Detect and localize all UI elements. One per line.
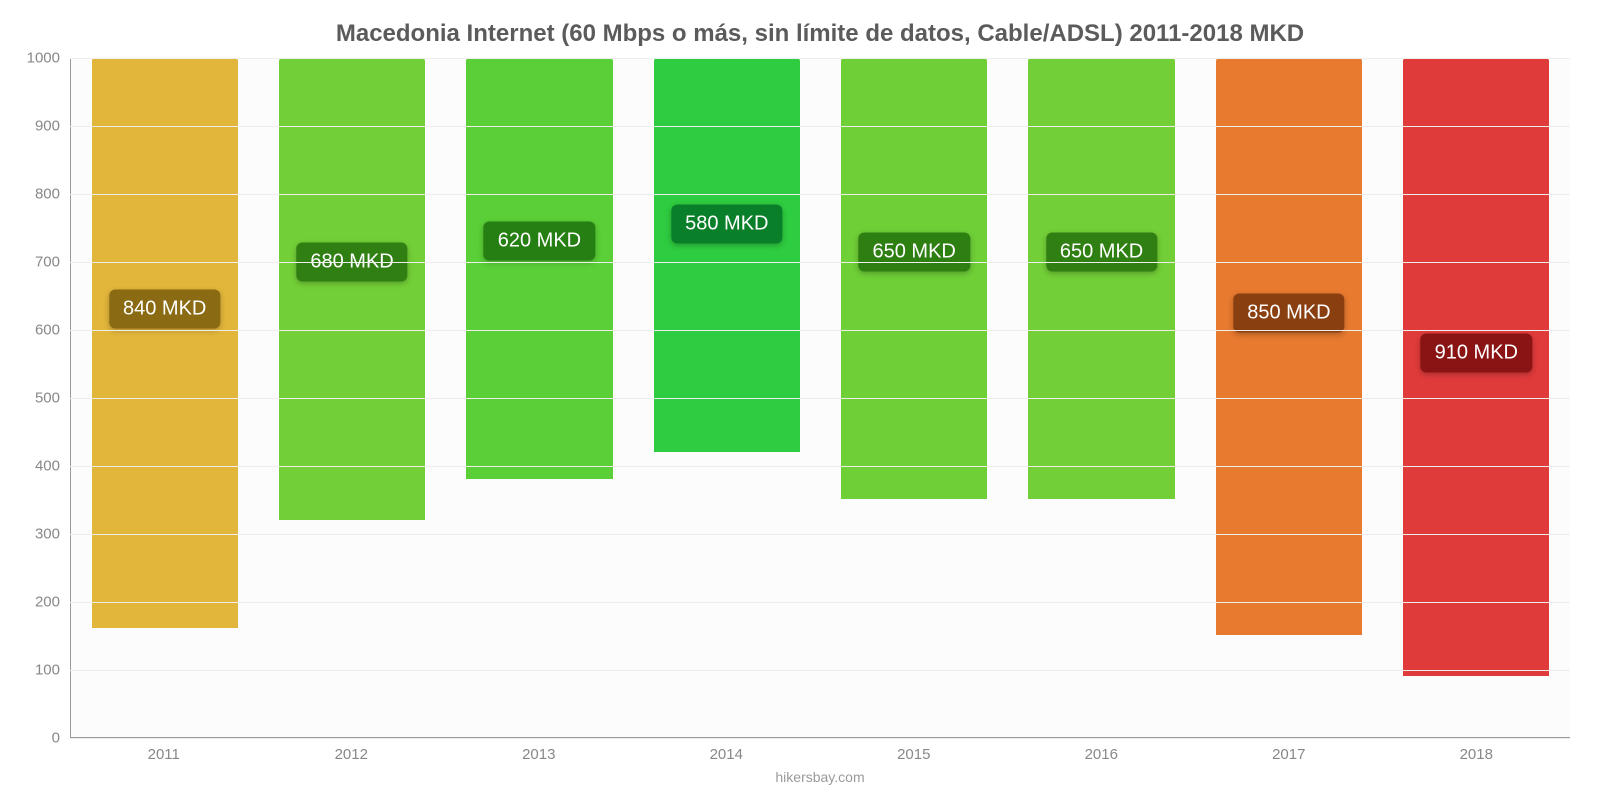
- y-tick-label: 200: [15, 594, 70, 611]
- x-tick-label: 2012: [258, 746, 446, 763]
- y-tick-label: 1000: [15, 50, 70, 67]
- chart-title: Macedonia Internet (60 Mbps o más, sin l…: [70, 20, 1570, 48]
- grid-line: [70, 670, 1570, 671]
- grid-line: [70, 466, 1570, 467]
- value-label: 850 MKD: [1233, 293, 1344, 332]
- y-tick-label: 500: [15, 390, 70, 407]
- grid-line: [70, 262, 1570, 263]
- plot-area: 840 MKD 680 MKD 620 MKD 580 MKD 650 MKD 650 M…: [70, 58, 1570, 738]
- bar: 650 MKD: [1028, 58, 1174, 499]
- bar: 620 MKD: [466, 58, 612, 479]
- y-tick-label: 400: [15, 458, 70, 475]
- x-tick-label: 2017: [1195, 746, 1383, 763]
- y-tick-label: 0: [15, 730, 70, 747]
- chart-footer: hikersbay.com: [70, 769, 1570, 785]
- y-tick-label: 300: [15, 526, 70, 543]
- x-tick-label: 2011: [70, 746, 258, 763]
- y-tick-label: 600: [15, 322, 70, 339]
- bar: 910 MKD: [1403, 58, 1549, 676]
- x-tick-label: 2013: [445, 746, 633, 763]
- grid-line: [70, 194, 1570, 195]
- y-tick-label: 800: [15, 186, 70, 203]
- grid-line: [70, 58, 1570, 59]
- grid-line: [70, 398, 1570, 399]
- y-tick-label: 700: [15, 254, 70, 271]
- value-label: 620 MKD: [484, 222, 595, 261]
- grid-line: [70, 330, 1570, 331]
- bar: 680 MKD: [279, 58, 425, 520]
- value-label: 910 MKD: [1421, 334, 1532, 373]
- value-label: 580 MKD: [671, 205, 782, 244]
- bar: 580 MKD: [654, 58, 800, 452]
- y-tick-label: 900: [15, 118, 70, 135]
- grid-line: [70, 534, 1570, 535]
- value-label: 840 MKD: [109, 290, 220, 329]
- bar: 840 MKD: [92, 58, 238, 628]
- y-tick-label: 100: [15, 662, 70, 679]
- x-tick-label: 2014: [633, 746, 821, 763]
- value-label: 650 MKD: [858, 232, 969, 271]
- bar: 850 MKD: [1216, 58, 1362, 635]
- x-tick-label: 2016: [1008, 746, 1196, 763]
- grid-line: [70, 738, 1570, 739]
- x-axis-labels: 20112012201320142015201620172018: [70, 746, 1570, 763]
- bar: 650 MKD: [841, 58, 987, 499]
- x-tick-label: 2015: [820, 746, 1008, 763]
- x-tick-label: 2018: [1383, 746, 1571, 763]
- grid-line: [70, 126, 1570, 127]
- chart-container: Macedonia Internet (60 Mbps o más, sin l…: [0, 0, 1600, 800]
- value-label: 650 MKD: [1046, 232, 1157, 271]
- grid-line: [70, 602, 1570, 603]
